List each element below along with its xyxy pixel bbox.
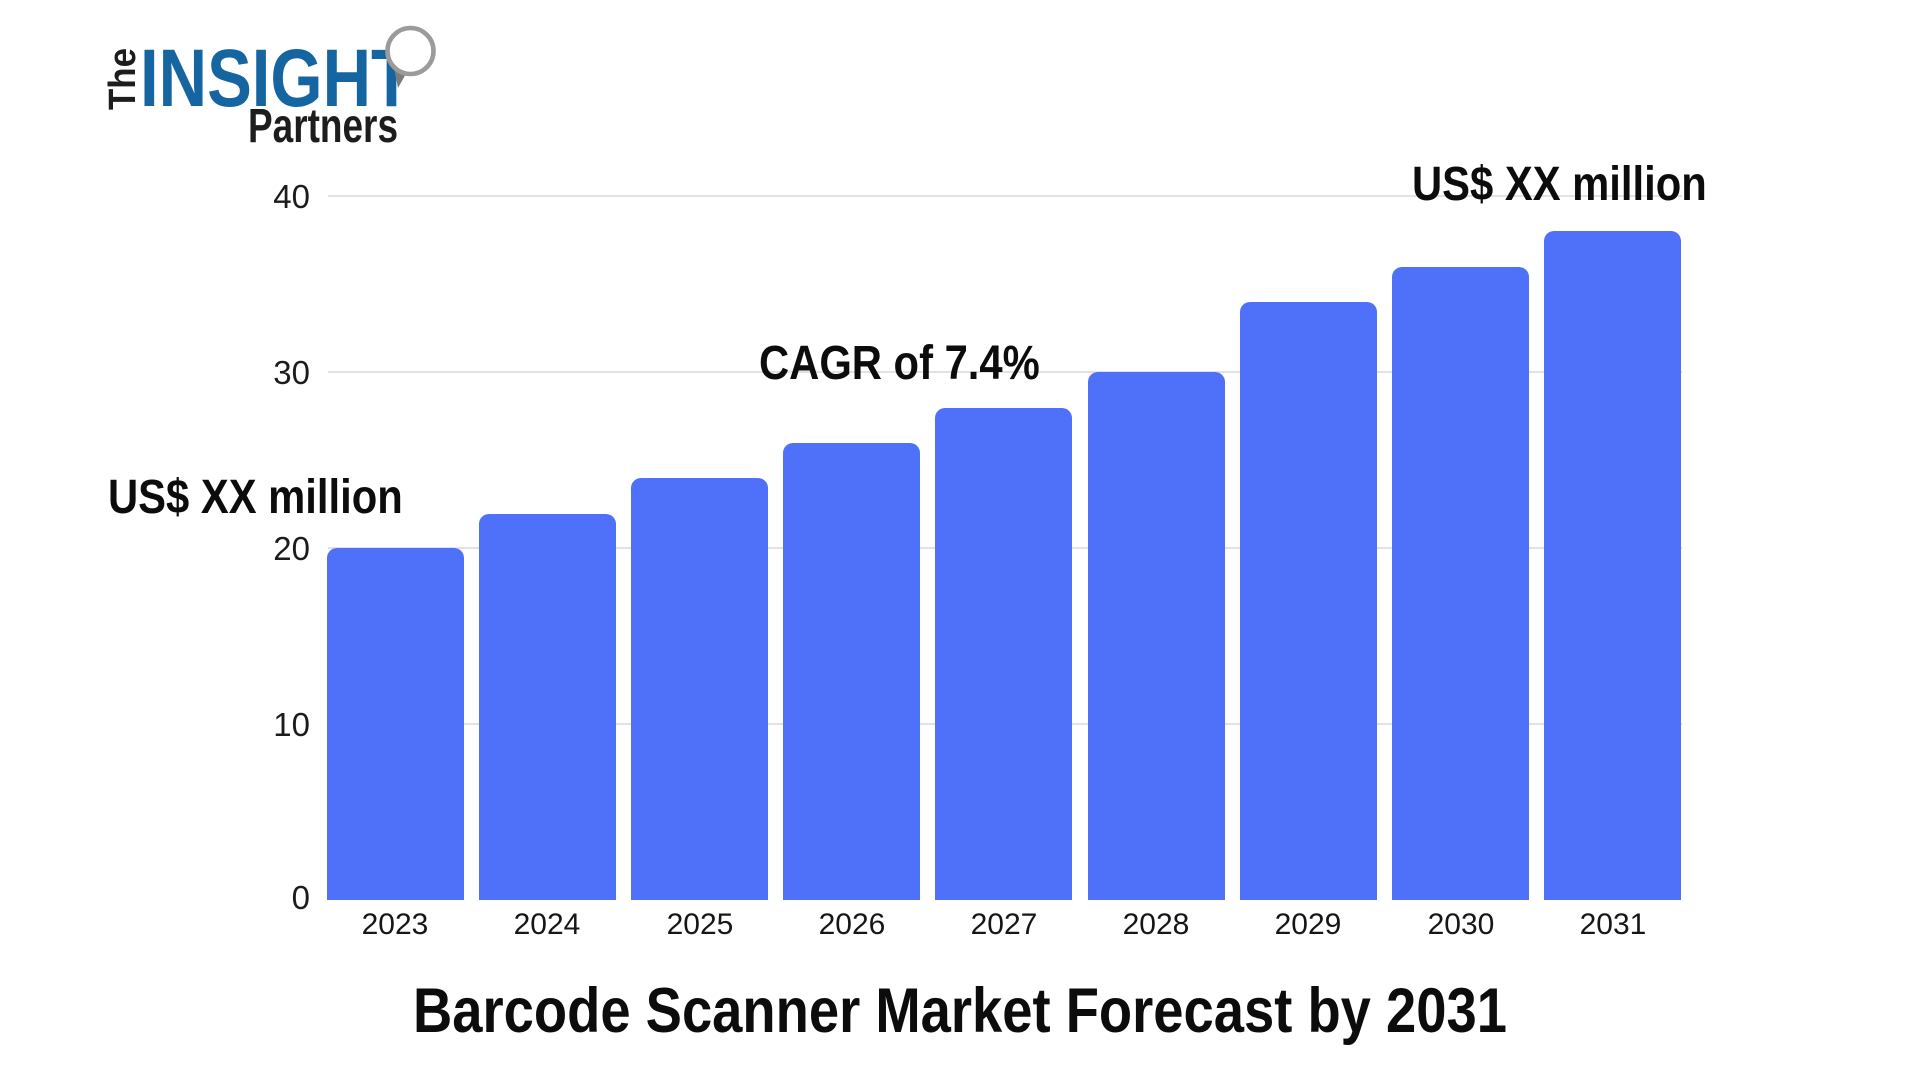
svg-text:The: The [102,48,144,110]
svg-text:Partners: Partners [248,100,398,153]
svg-text:INSIGHT: INSIGHT [140,33,412,124]
